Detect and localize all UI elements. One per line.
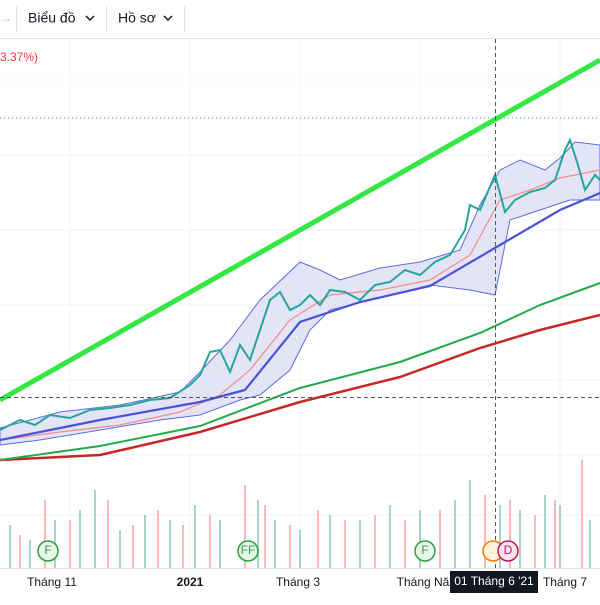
ma-200 [0,313,600,462]
crosshair-label: 01 Tháng 6 '21 [454,574,534,588]
trend-line [0,57,600,403]
menu-profile[interactable]: Hồ sơ [118,10,156,26]
event-marker[interactable] [414,540,436,562]
events: F FF F D [37,540,519,562]
bollinger-band [0,141,600,446]
legend-change: 3.37%) [0,50,38,64]
x-axis-label: 2021 [177,575,204,589]
event-marker[interactable] [497,540,519,562]
event-label: F [44,543,51,557]
x-axis-label: Tháng Năm [397,575,460,589]
price-candles [0,137,600,431]
redo-icon[interactable]: → [0,11,12,25]
event-marker[interactable] [237,540,259,562]
volume-bars [9,460,591,568]
menu-chart[interactable]: Biểu đồ [28,10,76,26]
x-axis-label: Tháng 11 [27,575,77,589]
toolbar [0,0,600,38]
event-marker[interactable] [37,540,59,562]
ma-100 [0,282,600,461]
x-axis-label: Tháng 7 [543,575,587,589]
event-label: FF [241,543,256,557]
middle-band [0,169,600,441]
ma-50 [0,191,600,442]
chevron [85,15,95,22]
crosshair-label-box [450,571,538,593]
event-label: F [421,543,428,557]
chevron [163,15,173,22]
x-axis-label: Tháng 3 [276,575,320,589]
event-label: D [504,543,513,557]
